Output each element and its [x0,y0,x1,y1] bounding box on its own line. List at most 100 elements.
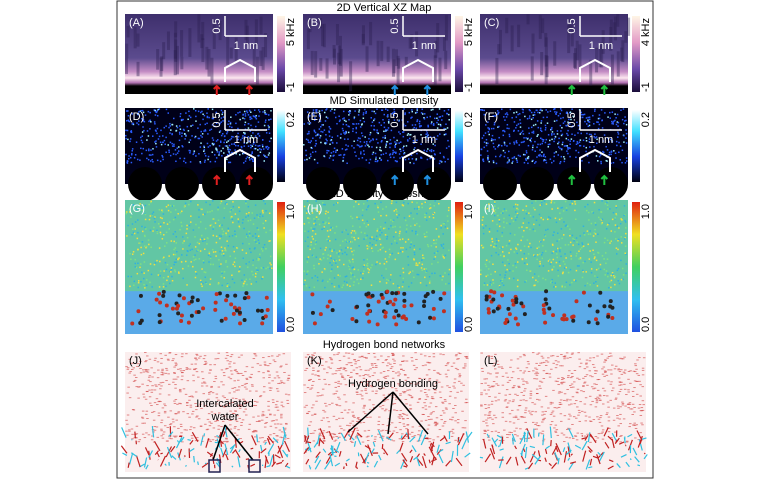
snapshot-dot [509,223,511,225]
density-dot [249,130,252,132]
density-dot [562,116,564,119]
density-dot [494,115,496,117]
molecule [318,312,323,317]
snapshot-dot [533,273,536,275]
snapshot-dot [220,246,223,249]
snapshot-dot [484,263,487,266]
density-dot [130,131,133,134]
density-dot [429,149,431,152]
density-dot [248,109,251,112]
water-bond [496,360,499,362]
density-dot [600,160,602,163]
water-bond [398,422,402,424]
snapshot-dot [252,259,254,261]
snapshot-dot [570,255,572,257]
snapshot-dot [386,278,388,281]
density-dot [528,127,530,129]
water-bond [316,395,319,397]
density-dot [303,144,305,146]
density-dot [159,160,162,163]
snapshot-dot [597,267,600,270]
water-bond [319,395,322,397]
snapshot-dot [553,266,555,268]
water-bond [453,382,456,384]
density-dot [421,108,423,111]
water-bond [435,379,439,381]
density-dot [221,113,223,116]
water-bond [355,391,359,393]
density-hole [165,167,199,201]
density-dot [175,130,177,132]
molecule [610,315,615,320]
density-dot [316,162,319,164]
water-bond [592,388,595,390]
water-bond [398,373,402,375]
density-dot [250,135,253,137]
water-bond [250,373,253,375]
density-dot [228,152,231,154]
snapshot-dot [242,285,244,287]
water-bond [354,363,357,365]
snapshot-dot [253,248,256,250]
water-bond [273,361,277,363]
water-bond [323,378,326,380]
water-bond [152,441,156,443]
snapshot-dot [359,226,361,228]
water-bond [367,353,371,355]
water-bond [465,355,469,357]
water-bond [137,441,141,443]
density-dot [566,145,568,147]
water-bond [488,396,491,398]
density-dot [414,141,416,143]
snapshot-dot [178,272,180,274]
water-bond [157,415,161,417]
density-dot [522,153,525,156]
water-bond [245,377,248,379]
water-bond [405,428,408,430]
density-dot [305,154,308,157]
snapshot-dot [200,283,203,285]
water-bond [379,372,383,374]
density-dot [191,135,193,137]
density-dot [251,160,254,162]
water-bond [320,358,323,360]
water-bond [335,370,338,372]
water-bond [381,424,385,426]
snapshot-dot [575,252,578,255]
water-bond [334,381,337,383]
map-streak [544,32,548,47]
density-dot [311,113,314,115]
snapshot-dot [379,226,382,228]
snapshot-dot [145,228,147,230]
density-dot [141,131,144,133]
snapshot-dot [248,243,250,245]
snapshot-dot [163,270,165,272]
water-bond [404,374,407,376]
marker-arrow [600,174,609,185]
water-bond [221,441,225,443]
snapshot-dot [194,254,196,256]
density-dot [436,127,439,129]
water-bond [171,418,175,420]
density-dot [151,158,153,161]
water-bond [128,429,131,431]
water-bond [151,376,154,378]
snapshot-dot [390,243,393,245]
snapshot-dot [331,227,334,229]
snapshot-dot [317,279,319,282]
density-dot [244,121,247,124]
snapshot-dot [538,253,541,255]
snapshot-dot [141,271,143,274]
snapshot-dot [205,282,208,285]
water-bond [453,387,456,389]
water-bond [227,376,231,378]
snapshot-dot [202,261,205,264]
density-dot [267,154,270,156]
snapshot-dot [203,238,206,241]
map-streak [245,25,249,44]
density-dot [361,123,363,125]
map-streak [234,37,238,62]
density-dot [204,123,207,126]
density-dot [612,123,615,125]
water-bond [192,380,195,382]
